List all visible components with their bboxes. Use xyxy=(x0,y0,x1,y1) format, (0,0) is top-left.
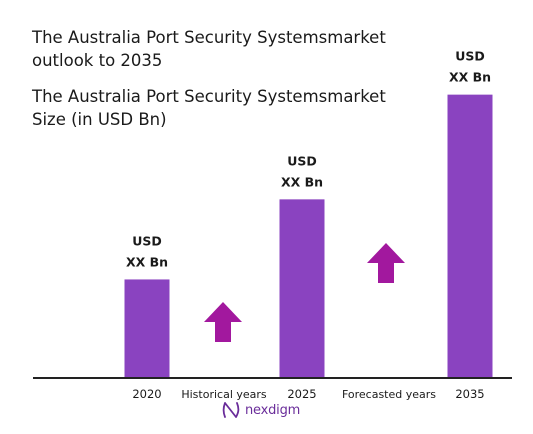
annotation-label-forecasted: Forecasted years xyxy=(342,388,436,401)
chart-subtitle-line-1: The Australia Port Security Systemsmarke… xyxy=(32,87,386,106)
bar-2035 xyxy=(447,94,493,378)
data-label-2035: XX Bn xyxy=(449,70,491,85)
bar-2020 xyxy=(124,279,170,378)
forecast-up-arrow-icon xyxy=(367,243,405,283)
x-tick-label-2020: 2020 xyxy=(132,387,161,401)
historical-up-arrow-icon xyxy=(204,302,242,342)
page-title-line-1: The Australia Port Security Systemsmarke… xyxy=(32,28,386,47)
chart-subtitle-line-2: Size (in USD Bn) xyxy=(32,110,167,129)
page-title-line-2: outlook to 2035 xyxy=(32,51,163,70)
data-label-2020: XX Bn xyxy=(126,254,168,269)
bar-2025 xyxy=(279,199,325,378)
logo-text: nexdigm xyxy=(245,402,301,418)
annotation-label-historical: Historical years xyxy=(181,388,267,401)
data-label-2035: USD xyxy=(455,49,485,64)
x-tick-label-2025: 2025 xyxy=(287,387,316,401)
data-label-2025: XX Bn xyxy=(281,174,323,189)
data-label-2020: USD xyxy=(132,233,162,248)
nexdigm-logo: nexdigm xyxy=(222,399,300,421)
nexdigm-logo-icon xyxy=(222,402,240,418)
data-label-2025: USD xyxy=(287,153,317,168)
x-tick-label-2035: 2035 xyxy=(455,387,484,401)
